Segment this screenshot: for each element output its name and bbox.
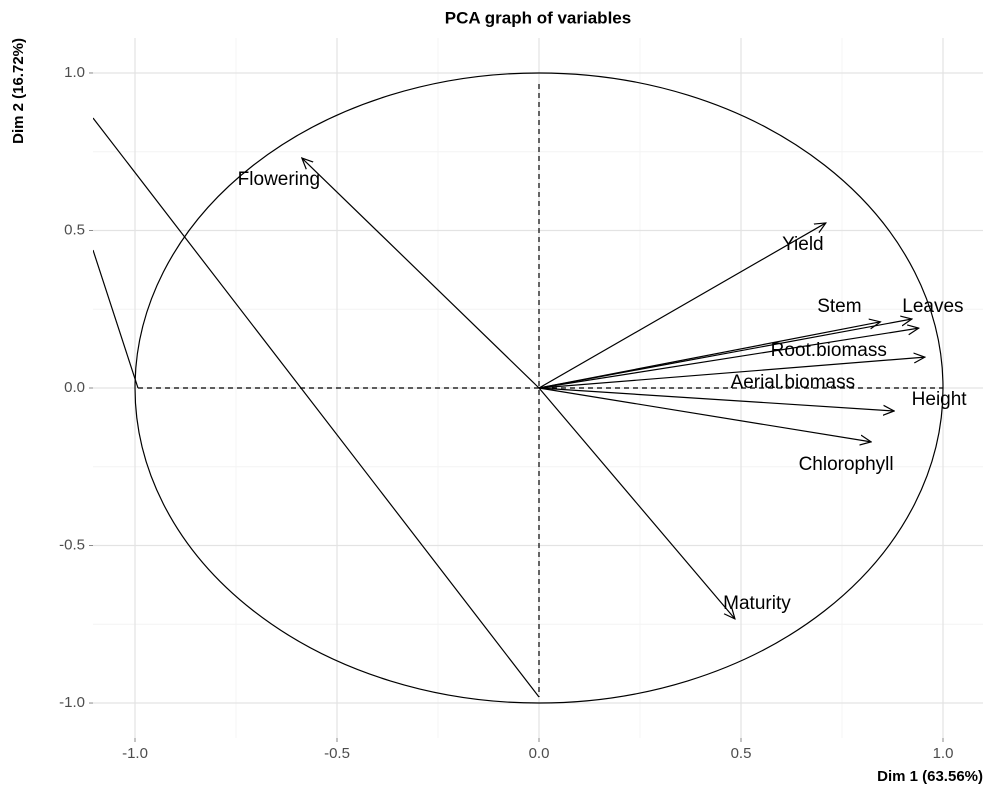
y-tick-label: 1.0 (64, 64, 85, 81)
y-axis-label: Dim 2 (16.72%) (10, 38, 27, 144)
x-tick-label: 0.5 (731, 745, 752, 762)
y-tick-label: 0.5 (64, 221, 85, 238)
variable-arrow (302, 158, 540, 389)
y-tick-label: -1.0 (59, 694, 85, 711)
variable-arrow (538, 328, 919, 389)
variable-arrow (538, 319, 912, 389)
variable-label: Flowering (238, 169, 320, 190)
variable-label: Yield (782, 234, 824, 255)
variable-arrow (538, 223, 826, 389)
variable-label: Stem (817, 296, 861, 317)
variable-arrow (538, 357, 925, 389)
variable-arrow (538, 387, 735, 619)
y-tick-label: 0.0 (64, 379, 85, 396)
variable-arrow (538, 387, 871, 442)
variable-label: Chlorophyll (799, 454, 894, 475)
decor-line (93, 117, 540, 698)
variable-label: Leaves (902, 296, 963, 317)
variable-arrow (538, 387, 894, 411)
variable-label: Root.biomass (771, 340, 887, 361)
variable-label: Aerial.biomass (731, 372, 856, 393)
chart-title: PCA graph of variables (445, 8, 631, 27)
x-tick-label: 1.0 (933, 745, 954, 762)
plot-area: Flowering Yield Stem Leaves Root.biomass Aeri… (93, 72, 968, 704)
y-tick-label: -0.5 (59, 536, 85, 553)
x-tick-label: 0.0 (529, 745, 550, 762)
x-axis-label: Dim 1 (63.56%) (877, 768, 983, 785)
correlation-circle (134, 72, 944, 704)
variable-label: Maturity (723, 593, 791, 614)
x-tick-label: -0.5 (324, 745, 350, 762)
decor-line (93, 249, 139, 389)
x-tick-label: -1.0 (122, 745, 148, 762)
variable-label: Height (912, 389, 968, 410)
